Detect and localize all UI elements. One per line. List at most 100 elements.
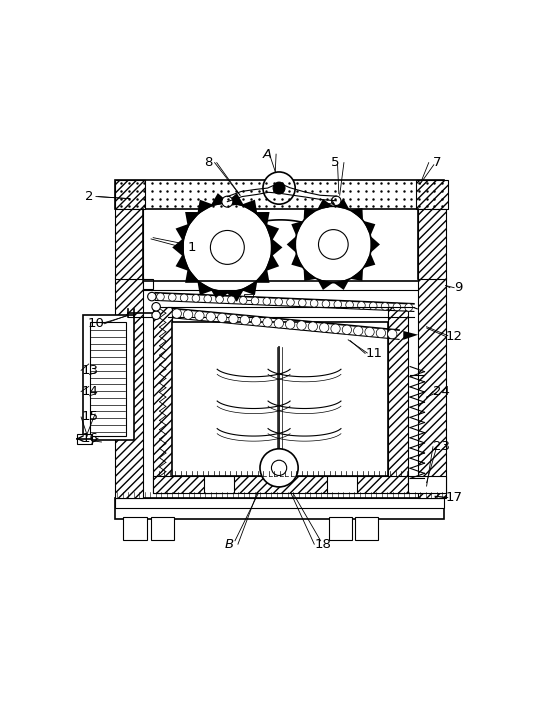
Circle shape xyxy=(310,299,318,307)
Circle shape xyxy=(168,294,176,301)
Bar xyxy=(329,517,352,540)
Polygon shape xyxy=(265,253,279,272)
Polygon shape xyxy=(185,268,200,283)
Circle shape xyxy=(331,196,341,206)
Circle shape xyxy=(218,313,227,322)
Circle shape xyxy=(260,448,298,487)
Circle shape xyxy=(156,293,164,301)
Circle shape xyxy=(263,298,271,305)
Circle shape xyxy=(240,315,249,325)
Bar xyxy=(115,498,444,508)
Polygon shape xyxy=(304,268,317,281)
Bar xyxy=(153,477,408,494)
Circle shape xyxy=(240,296,247,304)
Polygon shape xyxy=(225,289,245,302)
Text: 7: 7 xyxy=(433,156,441,169)
Circle shape xyxy=(299,299,306,307)
Circle shape xyxy=(183,310,193,320)
Circle shape xyxy=(204,295,212,303)
Polygon shape xyxy=(210,289,229,302)
Circle shape xyxy=(346,301,353,308)
Polygon shape xyxy=(403,331,418,340)
Circle shape xyxy=(152,303,160,311)
Text: 17: 17 xyxy=(446,491,463,504)
Circle shape xyxy=(286,320,295,329)
Circle shape xyxy=(229,314,238,324)
Bar xyxy=(124,517,147,540)
Circle shape xyxy=(263,172,295,204)
Bar xyxy=(83,315,134,440)
Bar xyxy=(151,517,174,540)
Text: 1: 1 xyxy=(187,241,196,254)
Circle shape xyxy=(318,230,348,259)
Polygon shape xyxy=(176,253,190,272)
Polygon shape xyxy=(241,200,258,215)
Circle shape xyxy=(388,329,397,339)
Bar xyxy=(327,477,357,494)
Circle shape xyxy=(319,323,329,332)
Polygon shape xyxy=(241,280,258,295)
Text: 2: 2 xyxy=(85,190,94,203)
Circle shape xyxy=(148,292,156,301)
Polygon shape xyxy=(317,199,333,210)
Circle shape xyxy=(216,296,223,303)
Text: 8: 8 xyxy=(204,156,212,169)
Polygon shape xyxy=(197,200,214,215)
Circle shape xyxy=(322,300,330,308)
Circle shape xyxy=(271,460,287,475)
Text: 11: 11 xyxy=(365,347,382,360)
Polygon shape xyxy=(176,223,190,241)
Bar xyxy=(115,180,444,209)
Circle shape xyxy=(331,324,340,334)
Circle shape xyxy=(393,303,401,310)
Polygon shape xyxy=(292,221,304,236)
Circle shape xyxy=(334,301,341,308)
Polygon shape xyxy=(197,280,214,295)
Polygon shape xyxy=(254,268,270,283)
Bar xyxy=(354,517,378,540)
Polygon shape xyxy=(350,268,363,281)
Text: A: A xyxy=(263,148,272,161)
Text: 16: 16 xyxy=(81,432,98,445)
Bar xyxy=(418,277,446,498)
Text: 14: 14 xyxy=(81,385,98,398)
Circle shape xyxy=(358,301,365,309)
Circle shape xyxy=(308,322,317,331)
Polygon shape xyxy=(225,193,245,206)
Circle shape xyxy=(274,319,283,328)
Bar xyxy=(408,477,446,494)
Polygon shape xyxy=(334,279,350,290)
Circle shape xyxy=(405,303,412,311)
Text: 23: 23 xyxy=(433,440,450,453)
Circle shape xyxy=(181,294,188,301)
Bar xyxy=(245,294,253,300)
Polygon shape xyxy=(265,223,279,241)
Polygon shape xyxy=(317,279,333,290)
Circle shape xyxy=(353,326,363,336)
Bar xyxy=(90,322,126,436)
Bar xyxy=(273,465,278,470)
Circle shape xyxy=(342,325,352,334)
Polygon shape xyxy=(172,238,184,257)
Circle shape xyxy=(273,182,285,194)
Polygon shape xyxy=(271,238,282,257)
Text: 18: 18 xyxy=(315,538,331,551)
Bar xyxy=(115,277,143,498)
Bar xyxy=(115,209,143,279)
Circle shape xyxy=(192,294,200,302)
Circle shape xyxy=(251,297,259,305)
Circle shape xyxy=(228,296,235,303)
Text: B: B xyxy=(225,538,234,551)
Polygon shape xyxy=(363,253,375,268)
Polygon shape xyxy=(185,212,200,227)
Bar xyxy=(115,180,144,209)
Circle shape xyxy=(295,206,371,282)
Polygon shape xyxy=(363,221,375,236)
Text: 9: 9 xyxy=(454,281,463,294)
Circle shape xyxy=(365,327,374,337)
Circle shape xyxy=(297,321,306,330)
Bar xyxy=(388,307,408,494)
Polygon shape xyxy=(304,208,317,220)
Circle shape xyxy=(376,328,386,338)
Polygon shape xyxy=(350,208,363,220)
